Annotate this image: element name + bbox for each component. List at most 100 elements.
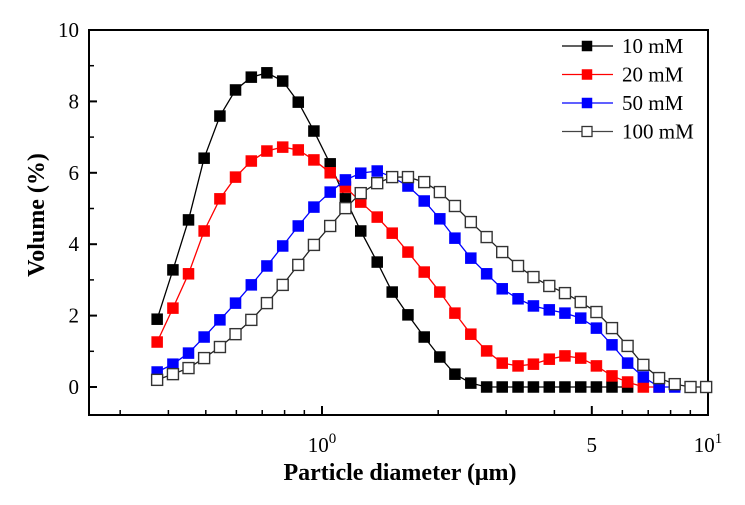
plot-border [88, 29, 709, 416]
data-point [449, 307, 461, 319]
data-point [668, 377, 681, 391]
data-point [527, 381, 540, 393]
data-point [465, 377, 477, 389]
data-point [574, 352, 587, 364]
data-point [652, 371, 666, 385]
legend-marker [581, 125, 593, 138]
data-point [182, 347, 195, 359]
data-point [166, 367, 180, 381]
legend-item: 50 mM [562, 91, 684, 115]
y-tick-label: 4 [69, 232, 80, 256]
data-point [449, 368, 461, 380]
legend-item: 20 mM [562, 63, 684, 87]
data-point [480, 268, 493, 280]
data-point [198, 152, 210, 164]
legend-marker [581, 97, 593, 109]
data-point [182, 361, 195, 375]
data-point [402, 309, 414, 321]
data-point [292, 220, 305, 232]
data-point [511, 259, 525, 273]
data-point [167, 264, 179, 276]
data-point [354, 225, 367, 237]
data-point [386, 286, 398, 298]
data-point [339, 174, 352, 186]
data-point [198, 225, 210, 237]
data-point [434, 213, 446, 225]
data-point [261, 145, 273, 157]
data-point [371, 256, 383, 268]
legend-label: 20 mM [622, 63, 684, 87]
data-point [323, 219, 337, 233]
data-point [182, 214, 195, 226]
y-tick-label: 8 [69, 89, 80, 113]
data-point [354, 186, 367, 200]
data-point [385, 170, 399, 184]
data-point [543, 381, 556, 393]
data-point [307, 238, 321, 252]
data-point [465, 252, 477, 264]
data-point [308, 201, 320, 213]
legend-item: 100 mM [562, 120, 694, 144]
data-point [229, 297, 242, 309]
data-point [371, 176, 384, 190]
data-point [197, 351, 211, 365]
data-point [464, 215, 478, 229]
y-axis-title: Volume (%) [24, 153, 50, 277]
data-point [198, 331, 210, 343]
data-point [308, 125, 320, 137]
data-point [496, 245, 509, 259]
data-point [621, 339, 634, 353]
data-point [621, 357, 634, 369]
data-point [448, 199, 462, 213]
data-point [402, 246, 414, 258]
data-point [496, 283, 508, 295]
data-point [150, 373, 164, 387]
data-point [245, 313, 258, 327]
data-point [260, 296, 274, 310]
data-point [418, 175, 431, 189]
y-tick-label: 6 [69, 161, 80, 185]
data-point [512, 360, 524, 372]
data-point [276, 240, 289, 252]
data-point [229, 327, 242, 341]
data-point [480, 381, 493, 393]
data-point [512, 293, 524, 305]
data-point [527, 358, 540, 370]
data-point [151, 313, 163, 325]
y-tick-label: 10 [58, 18, 79, 42]
data-point [261, 260, 273, 272]
data-point [606, 370, 618, 382]
data-point [637, 381, 650, 393]
data-point [245, 279, 258, 291]
data-point [214, 193, 226, 205]
data-point [276, 278, 289, 292]
series-100-mm [150, 170, 713, 394]
data-point [590, 381, 603, 393]
y-axis: 0 2 4 6 8 10 [58, 18, 97, 399]
data-point [558, 286, 572, 300]
data-point [354, 167, 367, 179]
data-point [574, 295, 587, 309]
data-point [621, 376, 634, 388]
data-point [292, 258, 305, 272]
data-point [214, 314, 226, 326]
legend-marker [581, 69, 593, 80]
x-tick-label: 5 [587, 433, 598, 457]
data-point [434, 286, 446, 298]
data-point [637, 358, 650, 372]
x-axis-title: Particle diameter (μm) [283, 460, 516, 486]
data-point [182, 268, 195, 280]
data-point [496, 381, 508, 393]
data-point [480, 345, 493, 357]
data-point [308, 154, 320, 166]
data-point [512, 381, 524, 393]
data-point [574, 381, 587, 393]
x-tick-label: 100 [308, 431, 337, 457]
data-point [245, 71, 258, 83]
data-point [371, 165, 383, 177]
data-point [449, 232, 461, 244]
plot-frame [88, 29, 709, 416]
data-point [434, 351, 446, 363]
data-point [324, 186, 336, 198]
legend-label: 10 mM [622, 34, 684, 58]
